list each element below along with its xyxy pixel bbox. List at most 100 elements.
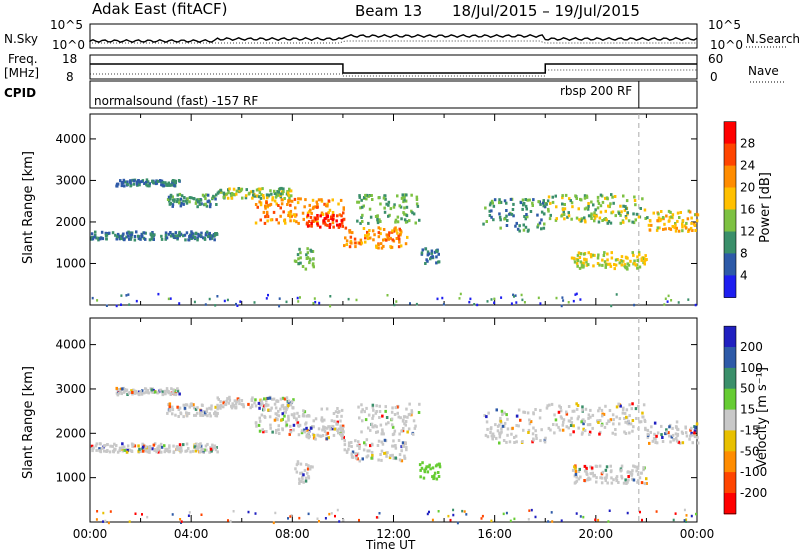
velocity-panel-scatter-cell	[292, 398, 295, 402]
velocity-panel-scatter-cell	[296, 462, 300, 465]
velocity-panel-scatter-cell	[122, 386, 125, 390]
velocity-panel-scatter-cell	[360, 430, 363, 434]
power-panel-scatter-cell	[396, 215, 400, 219]
power-panel-scatter-cell	[329, 215, 333, 219]
velocity-panel-scatter-cell	[653, 432, 656, 436]
power-panel-scatter-cell	[542, 199, 545, 203]
power-panel-noise-cell	[560, 304, 563, 308]
power-panel-scatter-cell	[369, 236, 372, 240]
freq-line	[90, 63, 697, 74]
velocity-panel-scatter-cell	[216, 403, 219, 407]
velocity-panel-scatter-cell	[303, 468, 307, 472]
velocity-panel-scatter-cell	[225, 399, 228, 403]
velocity-panel-scatter-cell	[284, 410, 287, 414]
velocity-panel-scatter-cell	[522, 410, 525, 414]
power-panel-scatter-cell	[412, 212, 416, 216]
velocity-panel-scatter-cell	[431, 466, 435, 470]
velocity-panel-scatter-cell	[540, 428, 543, 432]
velocity-panel-ytick-label: 2000	[55, 426, 86, 440]
velocity-panel-scatter-cell	[521, 440, 524, 443]
power-panel-scatter-cell	[202, 236, 205, 240]
velocity-panel-scatter-cell	[630, 407, 633, 411]
power-panel-scatter-cell	[482, 222, 485, 226]
velocity-panel-scatter-cell	[668, 425, 671, 429]
power-panel-scatter-cell	[618, 261, 621, 265]
power-panel-colorbar-tick: 12	[740, 224, 755, 238]
power-panel-scatter-cell	[115, 182, 119, 186]
power-panel-noise-cell	[285, 300, 288, 304]
cpid-program-1: normalsound (fast) -157 RF	[94, 94, 259, 108]
velocity-panel-scatter-cell	[392, 456, 396, 460]
velocity-panel-scatter-cell	[356, 457, 359, 461]
velocity-panel-scatter-cell	[216, 405, 220, 409]
power-panel-noise-cell	[239, 300, 242, 303]
power-panel-noise-cell	[486, 300, 489, 303]
power-panel-scatter-cell	[624, 215, 628, 218]
power-panel-scatter-cell	[593, 211, 596, 215]
power-panel-scatter-cell	[265, 201, 268, 205]
power-panel-scatter-cell	[626, 262, 629, 266]
velocity-panel-scatter-cell	[405, 407, 408, 411]
velocity-panel-scatter-cell	[210, 449, 213, 453]
power-panel-scatter-cell	[551, 195, 554, 199]
power-panel-scatter-cell	[331, 198, 334, 202]
power-panel-scatter-cell	[298, 247, 301, 251]
power-panel-scatter-cell	[360, 198, 363, 202]
power-panel-scatter-cell	[669, 227, 673, 231]
power-panel-scatter-cell	[625, 199, 629, 203]
velocity-panel-scatter-cell	[665, 428, 668, 432]
velocity-panel-scatter-cell	[366, 454, 370, 458]
power-panel-scatter-cell	[367, 194, 370, 198]
velocity-panel-scatter-cell	[351, 450, 355, 454]
velocity-panel-scatter-cell	[587, 413, 591, 417]
power-panel-scatter-cell	[661, 216, 665, 219]
velocity-panel-scatter-cell	[155, 450, 158, 454]
velocity-panel-colorbar-frame	[723, 325, 737, 515]
velocity-panel-scatter-cell	[400, 445, 403, 449]
velocity-panel-scatter-cell	[227, 401, 231, 405]
power-panel-scatter-cell	[532, 198, 535, 202]
power-panel-scatter-cell	[296, 253, 300, 257]
power-panel-scatter-cell	[623, 208, 627, 212]
power-panel-scatter-cell	[638, 265, 642, 269]
power-panel-scatter-cell	[174, 181, 177, 185]
power-panel-noise-cell	[278, 304, 281, 308]
power-panel-scatter-cell	[597, 253, 600, 257]
velocity-panel-scatter-cell	[125, 388, 129, 392]
noise-tick-top-left: 10^5	[50, 18, 83, 32]
power-panel-scatter-cell	[609, 264, 613, 268]
velocity-panel-scatter-cell	[292, 428, 295, 432]
power-panel-scatter-cell	[435, 261, 438, 265]
power-panel-scatter-cell	[524, 225, 528, 229]
power-panel-scatter-cell	[214, 232, 217, 235]
velocity-panel-scatter-cell	[317, 427, 321, 431]
velocity-panel-scatter-cell	[646, 428, 650, 432]
velocity-panel-scatter-cell	[215, 446, 218, 449]
velocity-panel-noise-cell	[247, 510, 250, 514]
power-panel-scatter-cell	[433, 250, 437, 254]
power-panel-scatter-cell	[212, 194, 215, 198]
power-panel-scatter-cell	[288, 199, 292, 203]
power-panel-scatter-cell	[299, 197, 302, 201]
power-panel-scatter-cell	[343, 244, 346, 248]
velocity-panel-scatter-cell	[199, 450, 202, 454]
velocity-panel-scatter-cell	[517, 408, 521, 412]
power-panel-scatter-cell	[251, 196, 254, 200]
power-panel-scatter-cell	[385, 202, 388, 206]
velocity-panel-noise-cell	[307, 512, 310, 516]
velocity-panel-scatter-cell	[684, 425, 687, 429]
velocity-panel-scatter-cell	[235, 400, 238, 404]
velocity-panel-scatter-cell	[137, 449, 140, 453]
velocity-panel-scatter-cell	[294, 467, 297, 471]
power-panel-scatter-cell	[574, 194, 577, 198]
velocity-panel-scatter-cell	[274, 406, 278, 410]
velocity-panel-scatter-cell	[577, 415, 580, 419]
power-panel-scatter-cell	[610, 211, 613, 215]
velocity-panel-noise-cell	[608, 509, 611, 512]
power-panel-scatter-cell	[364, 234, 367, 238]
velocity-panel-noise-cell	[690, 514, 693, 518]
velocity-panel-scatter-cell	[234, 402, 238, 406]
power-panel-scatter-cell	[668, 227, 671, 231]
power-panel-scatter-cell	[144, 237, 147, 241]
velocity-panel-noise-cell	[594, 518, 597, 521]
